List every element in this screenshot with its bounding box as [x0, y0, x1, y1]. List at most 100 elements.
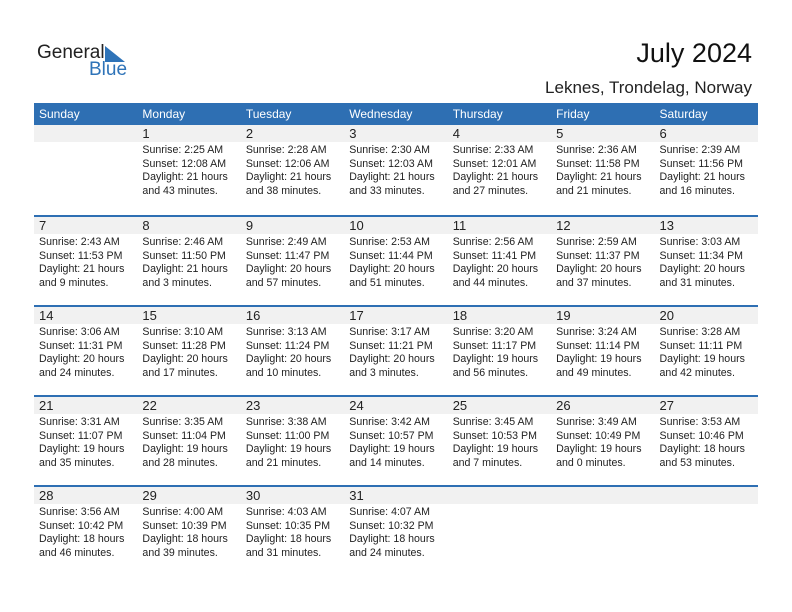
sunset-text: Sunset: 11:56 PM: [659, 157, 743, 170]
daylight-minutes-text: and 3 minutes.: [142, 276, 212, 289]
sunset-text: Sunset: 11:41 PM: [452, 249, 537, 262]
daylight-text: Daylight: 19 hours: [349, 443, 435, 455]
logo: General Blue: [37, 42, 137, 82]
sunrise-text: Sunrise: 2:43 AM: [39, 236, 120, 248]
day-number: 23: [240, 397, 345, 414]
day-info: Sunrise: 3:24 AM Sunset: 11:14 PM Daylight…: [551, 324, 654, 380]
calendar: Sunday Monday Tuesday Wednesday Thursday Frid…: [34, 103, 758, 575]
sunrise-text: Sunrise: 4:07 AM: [349, 506, 430, 518]
sunset-text: Sunset: 11:44 PM: [349, 249, 433, 262]
sunrise-text: Sunrise: 3:10 AM: [142, 326, 224, 338]
day-info: Sunrise: 4:00 AM Sunset: 10:39 PM Daylight…: [137, 504, 240, 560]
day-info: Sunrise: 3:20 AM Sunset: 11:17 PM Daylight…: [448, 324, 551, 380]
day-cell: 20 Sunrise: 3:28 AM Sunset: 11:11 PM Daylig…: [654, 307, 758, 395]
daylight-minutes-text: and 44 minutes.: [452, 276, 529, 289]
empty-cell: [551, 487, 655, 575]
daylight-text: Daylight: 19 hours: [556, 443, 642, 455]
daylight-minutes-text: and 21 minutes.: [556, 184, 632, 197]
daylight-text: Daylight: 19 hours: [245, 443, 332, 455]
weekday-monday: Monday: [142, 107, 186, 121]
sunrise-text: Sunrise: 3:20 AM: [452, 326, 534, 338]
sunset-text: Sunset: 11:58 PM: [556, 157, 640, 170]
sunset-text: Sunset: 11:53 PM: [39, 249, 123, 262]
day-number: 8: [137, 217, 241, 234]
daylight-text: Daylight: 18 hours: [142, 533, 228, 545]
day-info: Sunrise: 3:49 AM Sunset: 10:49 PM Daylight…: [551, 414, 654, 470]
empty-cell: [654, 487, 758, 575]
day-info: Sunrise: 2:36 AM Sunset: 11:58 PM Daylight…: [551, 142, 654, 198]
week-row: 21 Sunrise: 3:31 AM Sunset: 11:07 PM Daylig…: [34, 395, 758, 485]
sunrise-text: Sunrise: 3:53 AM: [659, 416, 741, 428]
sunset-text: Sunset: 11:47 PM: [245, 249, 330, 262]
daylight-text: Daylight: 19 hours: [452, 443, 539, 455]
daylight-text: Daylight: 21 hours: [349, 171, 435, 183]
daylight-text: Daylight: 20 hours: [39, 353, 125, 365]
daylight-minutes-text: and 16 minutes.: [659, 184, 735, 197]
day-info: Sunrise: 4:03 AM Sunset: 10:35 PM Daylight…: [241, 504, 344, 560]
day-cell: 22 Sunrise: 3:35 AM Sunset: 11:04 PM Daylig…: [137, 397, 241, 485]
daylight-minutes-text: and 39 minutes.: [142, 546, 218, 559]
day-info: Sunrise: 3:56 AM Sunset: 10:42 PM Daylight…: [34, 504, 137, 560]
daylight-minutes-text: and 38 minutes.: [245, 184, 322, 197]
sunrise-text: Sunrise: 3:17 AM: [349, 326, 430, 338]
sunset-text: Sunset: 10:53 PM: [452, 429, 537, 442]
sunset-text: Sunset: 12:03 AM: [349, 157, 433, 170]
day-number: 29: [137, 487, 241, 504]
day-number: 14: [34, 307, 138, 324]
day-number: 25: [447, 397, 552, 414]
day-info: Sunrise: 2:56 AM Sunset: 11:41 PM Daylight…: [448, 234, 551, 290]
sunrise-text: Sunrise: 2:59 AM: [556, 236, 637, 248]
sunset-text: Sunset: 11:21 PM: [349, 339, 433, 352]
day-cell: 7 Sunrise: 2:43 AM Sunset: 11:53 PM Dayligh…: [34, 217, 138, 305]
day-info: Sunrise: 2:30 AM Sunset: 12:03 AM Daylight…: [344, 142, 447, 198]
sunrise-text: Sunrise: 3:31 AM: [39, 416, 120, 428]
week-row: 28 Sunrise: 3:56 AM Sunset: 10:42 PM Daylig…: [34, 485, 758, 575]
day-info: Sunrise: 3:28 AM Sunset: 11:11 PM Daylight…: [655, 324, 758, 380]
sunrise-text: Sunrise: 2:53 AM: [349, 236, 430, 248]
daylight-minutes-text: and 7 minutes.: [452, 456, 523, 469]
day-cell: 24 Sunrise: 3:42 AM Sunset: 10:57 PM Daylig…: [344, 397, 448, 485]
day-info: Sunrise: 2:28 AM Sunset: 12:06 AM Daylight…: [241, 142, 344, 198]
sunset-text: Sunset: 11:31 PM: [39, 339, 123, 352]
daylight-minutes-text: and 37 minutes.: [556, 276, 632, 289]
sunrise-text: Sunrise: 2:30 AM: [349, 144, 430, 156]
sunset-text: Sunset: 11:00 PM: [245, 429, 330, 442]
day-number: 17: [344, 307, 448, 324]
day-number: 24: [344, 397, 448, 414]
day-cell: 11 Sunrise: 2:56 AM Sunset: 11:41 PM Daylig…: [447, 217, 552, 305]
day-number: 27: [654, 397, 758, 414]
sunrise-text: Sunrise: 2:49 AM: [245, 236, 327, 248]
sunrise-text: Sunrise: 3:24 AM: [556, 326, 637, 338]
day-number: 7: [34, 217, 138, 234]
daylight-text: Daylight: 19 hours: [556, 353, 642, 365]
day-cell: 31 Sunrise: 4:07 AM Sunset: 10:32 PM Daylig…: [344, 487, 448, 575]
daylight-text: Daylight: 21 hours: [39, 263, 125, 275]
day-number: [654, 487, 758, 504]
day-info: Sunrise: 3:17 AM Sunset: 11:21 PM Daylight…: [344, 324, 447, 380]
daylight-text: Daylight: 20 hours: [452, 263, 539, 275]
day-cell: 4 Sunrise: 2:33 AM Sunset: 12:01 AM Dayligh…: [447, 125, 552, 215]
daylight-text: Daylight: 20 hours: [349, 353, 435, 365]
page-title: July 2024: [636, 38, 752, 68]
day-number: 10: [344, 217, 448, 234]
weekday-friday: Friday: [556, 107, 590, 121]
day-cell: 16 Sunrise: 3:13 AM Sunset: 11:24 PM Daylig…: [240, 307, 345, 395]
sunrise-text: Sunrise: 3:06 AM: [39, 326, 120, 338]
day-number: 5: [551, 125, 655, 142]
sunrise-text: Sunrise: 2:25 AM: [142, 144, 224, 156]
day-number: 11: [447, 217, 552, 234]
day-info: Sunrise: 2:53 AM Sunset: 11:44 PM Daylight…: [344, 234, 447, 290]
day-info: Sunrise: 3:06 AM Sunset: 11:31 PM Daylight…: [34, 324, 137, 380]
weekday-header: Sunday Monday Tuesday Wednesday Thursday Frid…: [34, 103, 758, 125]
day-cell: 17 Sunrise: 3:17 AM Sunset: 11:21 PM Daylig…: [344, 307, 448, 395]
daylight-text: Daylight: 18 hours: [245, 533, 332, 545]
sunrise-text: Sunrise: 2:33 AM: [452, 144, 534, 156]
sunset-text: Sunset: 10:46 PM: [659, 429, 744, 442]
day-cell: 15 Sunrise: 3:10 AM Sunset: 11:28 PM Daylig…: [137, 307, 241, 395]
day-cell: 19 Sunrise: 3:24 AM Sunset: 11:14 PM Daylig…: [551, 307, 655, 395]
daylight-text: Daylight: 20 hours: [142, 353, 228, 365]
sunrise-text: Sunrise: 4:00 AM: [142, 506, 224, 518]
day-number: 28: [34, 487, 138, 504]
day-info: Sunrise: 2:25 AM Sunset: 12:08 AM Daylight…: [137, 142, 240, 198]
sunset-text: Sunset: 11:24 PM: [245, 339, 330, 352]
